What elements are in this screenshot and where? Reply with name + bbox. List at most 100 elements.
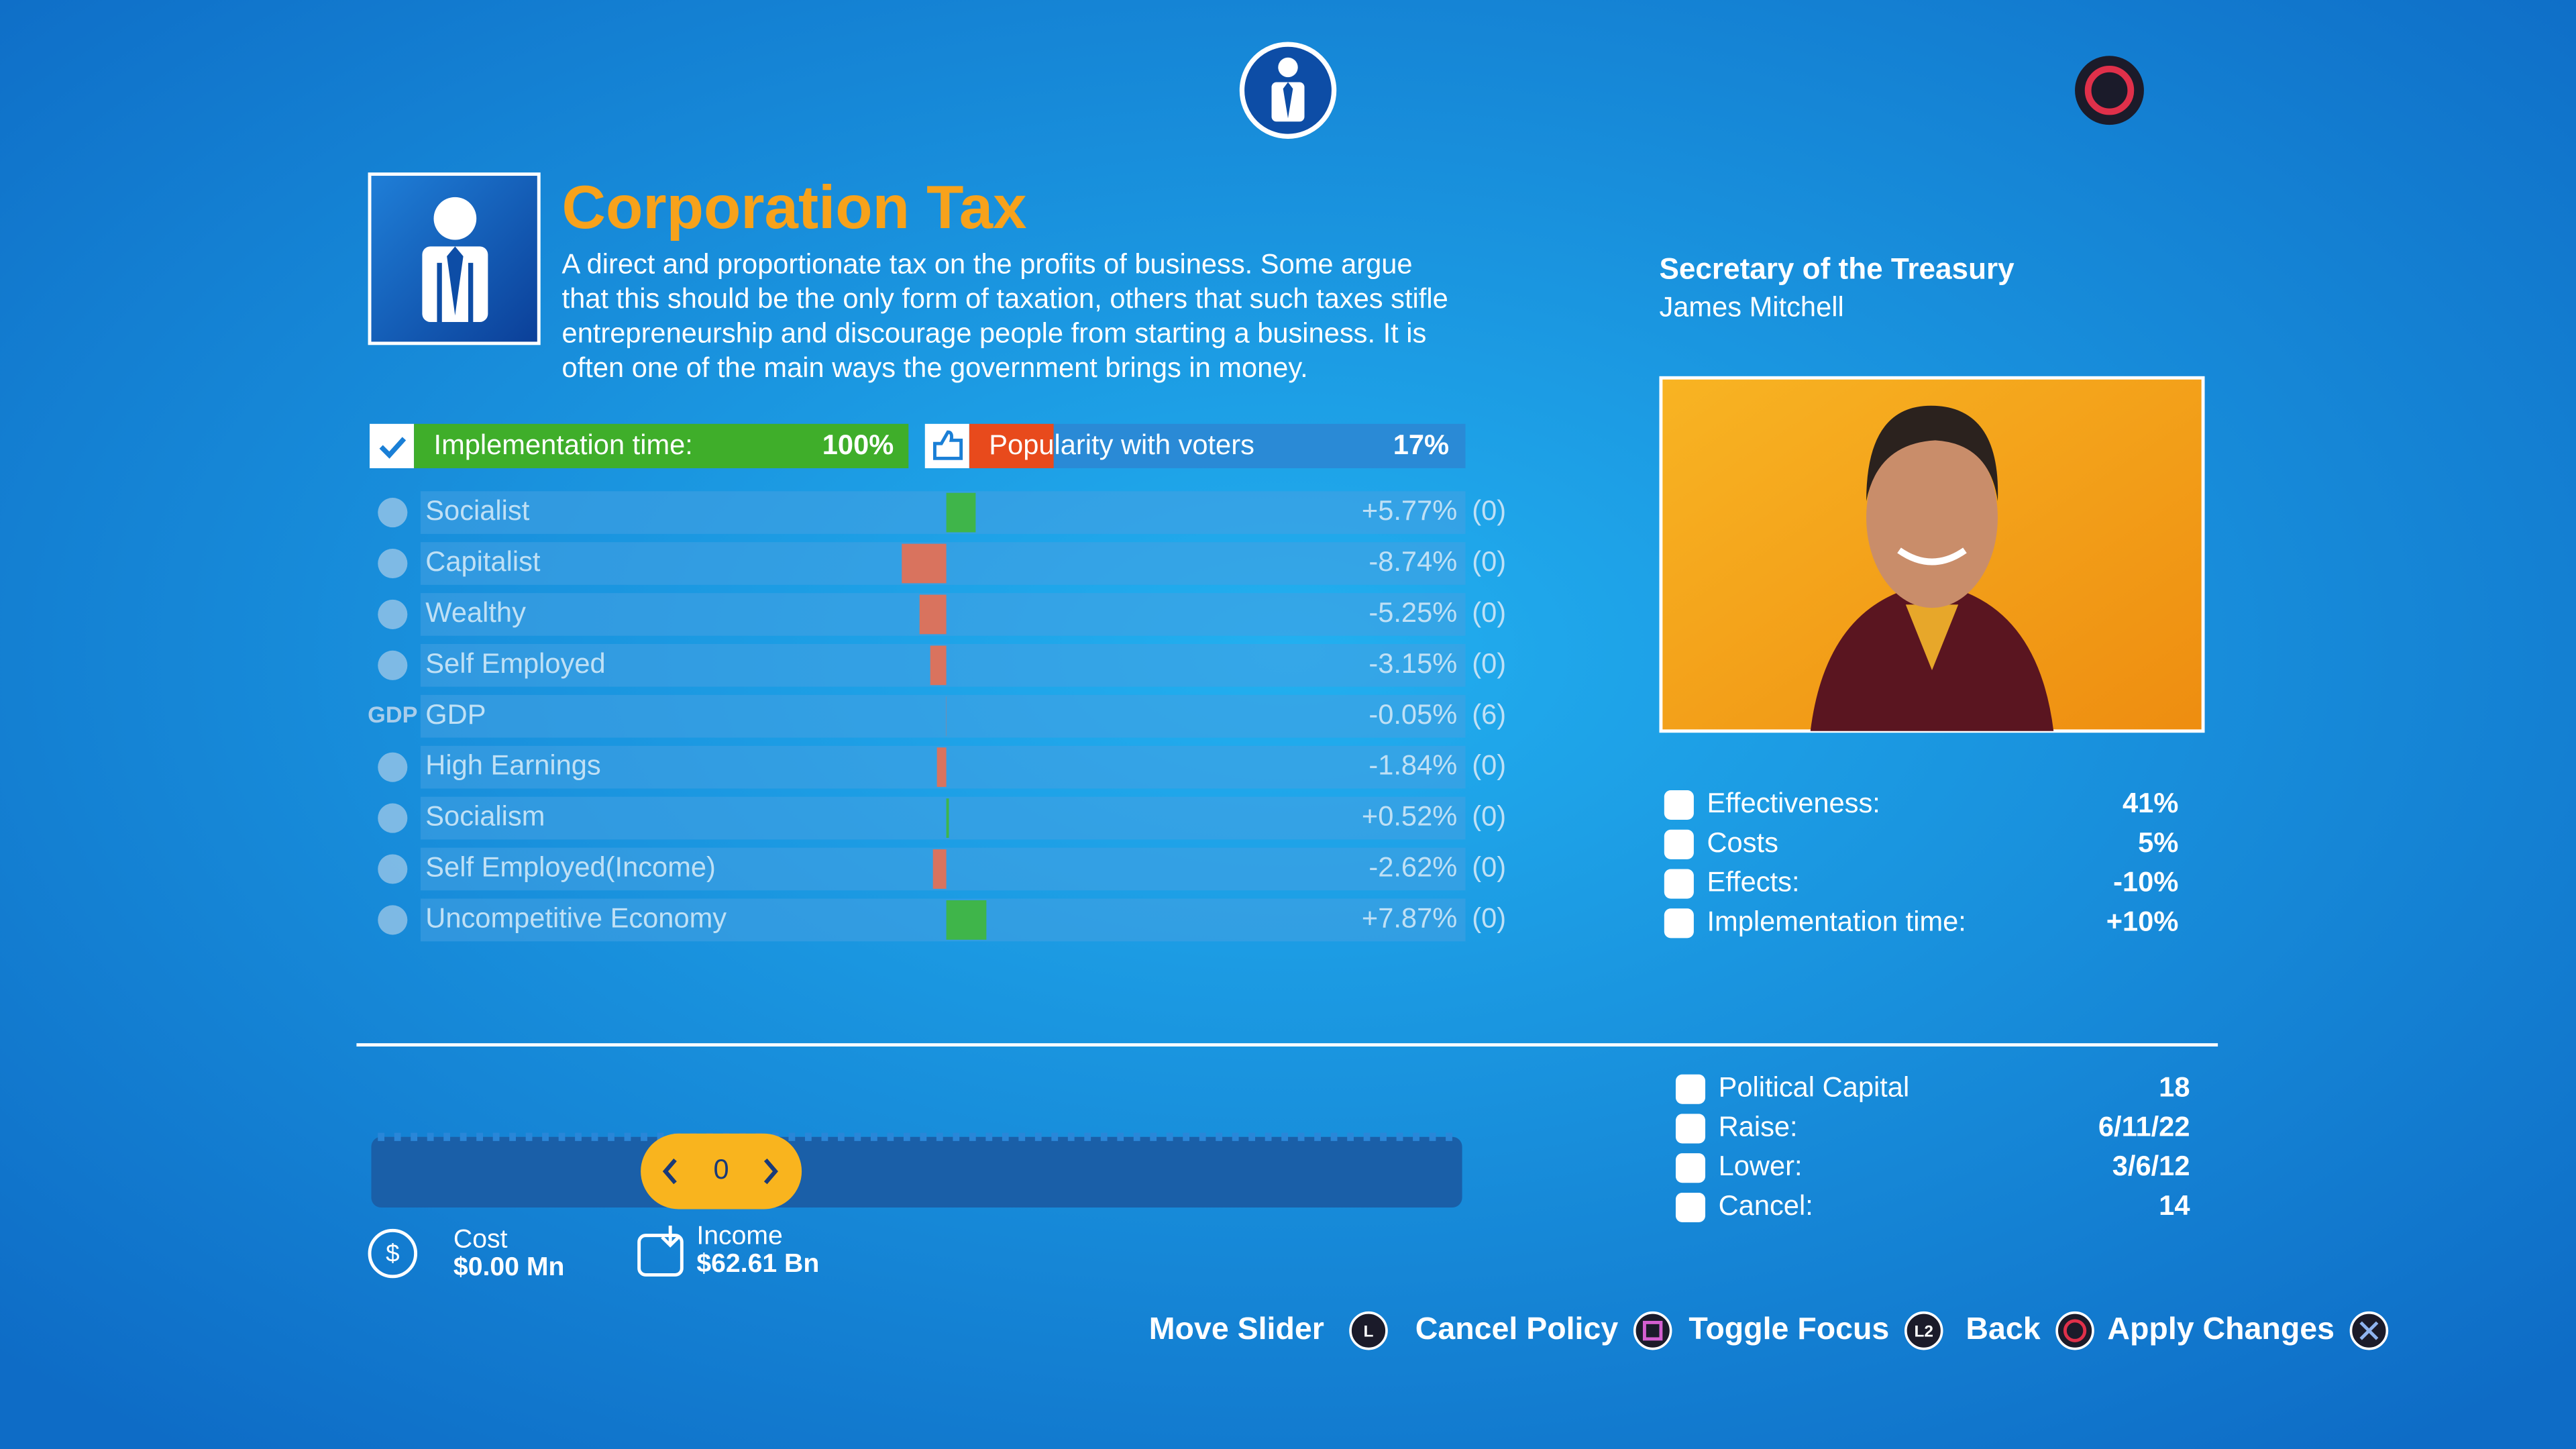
slider[interactable] [371, 1132, 1462, 1210]
effect-bar [946, 492, 976, 533]
effect-icon [378, 650, 408, 680]
effect-value: -1.84% [1368, 749, 1457, 781]
description-line: that this should be the only form of tax… [562, 282, 1448, 314]
effect-extra: (0) [1472, 596, 1506, 628]
policy-icon [368, 172, 541, 345]
cost-label: Cost [453, 1224, 508, 1253]
description-line: A direct and proportionate tax on the pr… [562, 248, 1413, 280]
effect-value: +7.87% [1362, 902, 1457, 933]
stat-value: +10% [2106, 905, 2179, 936]
effect-value: -8.74% [1368, 545, 1457, 577]
top-icon [1239, 42, 1337, 139]
income-value: $62.61 Bn [696, 1249, 819, 1278]
pop-value: 17% [1393, 429, 1449, 460]
effect-bar [946, 798, 949, 838]
circle-glyph [2063, 1319, 2087, 1342]
control-label[interactable]: Cancel Policy [1415, 1311, 1619, 1346]
effect-icon [378, 599, 408, 629]
pop-thumb [933, 430, 963, 460]
effect-value: -2.62% [1368, 851, 1457, 883]
pop-label: Popularity with voters [989, 429, 1254, 460]
effect-extra: (0) [1472, 545, 1506, 577]
effect-bar [902, 543, 947, 584]
control-label[interactable]: Toggle Focus [1688, 1311, 1889, 1346]
effect-value: -0.05% [1368, 698, 1457, 730]
effect-icon [378, 548, 408, 579]
control-glyph[interactable] [1904, 1311, 1943, 1350]
stat-label: Effectiveness: [1707, 787, 1880, 818]
effect-icon [378, 752, 408, 782]
effect-name: Uncompetitive Economy [425, 902, 727, 933]
svg-text:$: $ [386, 1240, 399, 1267]
effect-extra: (0) [1472, 749, 1506, 781]
cost-value: $0.00 Mn [453, 1252, 564, 1281]
impl-check [370, 423, 415, 468]
stat-label: Costs [1707, 826, 1778, 858]
effect-name: GDP [425, 698, 486, 730]
capital-icon [1675, 1114, 1706, 1144]
effect-value: -3.15% [1368, 647, 1457, 679]
cost-icon: $ [368, 1228, 418, 1279]
minister-name: James Mitchell [1659, 290, 1843, 322]
effect-bar [946, 900, 987, 940]
stat-label: Implementation time: [1707, 905, 1966, 936]
effect-icon [378, 498, 408, 528]
capital-value: 18 [2159, 1071, 2190, 1103]
square-glyph [1642, 1320, 1663, 1341]
control-glyph[interactable] [1349, 1311, 1388, 1350]
control-glyph[interactable] [1633, 1311, 1672, 1350]
capital-value: 6/11/22 [2098, 1110, 2190, 1142]
effect-value: +5.77% [1362, 494, 1457, 526]
effect-row-bg [420, 694, 1466, 738]
effect-extra: (0) [1472, 902, 1506, 933]
effect-extra: (0) [1472, 851, 1506, 883]
effect-icon [378, 905, 408, 935]
control-glyph[interactable] [2055, 1311, 2094, 1350]
capital-icon [1675, 1153, 1706, 1183]
effect-row-bg [420, 491, 1466, 534]
effect-value: +0.52% [1362, 800, 1457, 832]
effect-name: High Earnings [425, 749, 600, 781]
stat-icon [1664, 829, 1694, 859]
impl-value: 100% [822, 429, 894, 460]
effect-name: Socialism [425, 800, 545, 832]
control-label[interactable]: Apply Changes [2107, 1311, 2334, 1346]
effect-icon [378, 803, 408, 833]
portrait-figure [1810, 405, 2054, 731]
stat-value: 41% [2123, 787, 2178, 818]
description-line: often one of the main ways the governmen… [562, 352, 1308, 383]
control-label[interactable]: Move Slider [1149, 1311, 1324, 1346]
effect-extra: (0) [1472, 494, 1506, 526]
effect-extra: (0) [1472, 800, 1506, 832]
stat-label: Effects: [1707, 866, 1799, 898]
capital-value: 3/6/12 [2112, 1150, 2190, 1181]
description-line: entrepreneurship and discourage people f… [562, 317, 1427, 349]
effect-row-bg [420, 898, 1466, 942]
policy-title: Corporation Tax [562, 174, 1027, 241]
effect-name: Wealthy [425, 596, 526, 628]
effect-icon [378, 854, 408, 884]
control-label[interactable]: Back [1966, 1311, 2040, 1346]
stat-icon [1664, 869, 1694, 899]
record-button[interactable] [2075, 56, 2144, 125]
capital-label: Raise: [1719, 1110, 1798, 1142]
impl-bar [414, 423, 909, 468]
effect-name: Self Employed [425, 647, 605, 679]
pop-bar [969, 423, 1054, 468]
impl-label: Implementation time: [434, 429, 693, 460]
capital-value: 14 [2159, 1189, 2190, 1221]
effect-name: Socialist [425, 494, 529, 526]
capital-icon [1675, 1192, 1706, 1223]
stat-value: -10% [2113, 866, 2178, 898]
capital-label: Lower: [1719, 1150, 1803, 1181]
capital-icon [1675, 1074, 1706, 1104]
capital-label: Cancel: [1719, 1189, 1813, 1221]
effect-extra: (0) [1472, 647, 1506, 679]
capital-label: Political Capital [1719, 1071, 1910, 1103]
control-key[interactable]: L [1364, 1323, 1374, 1341]
effect-bar [936, 747, 947, 788]
control-key[interactable]: L2 [1914, 1323, 1933, 1341]
slider-value: 0 [714, 1153, 729, 1185]
income-icon [637, 1225, 684, 1277]
